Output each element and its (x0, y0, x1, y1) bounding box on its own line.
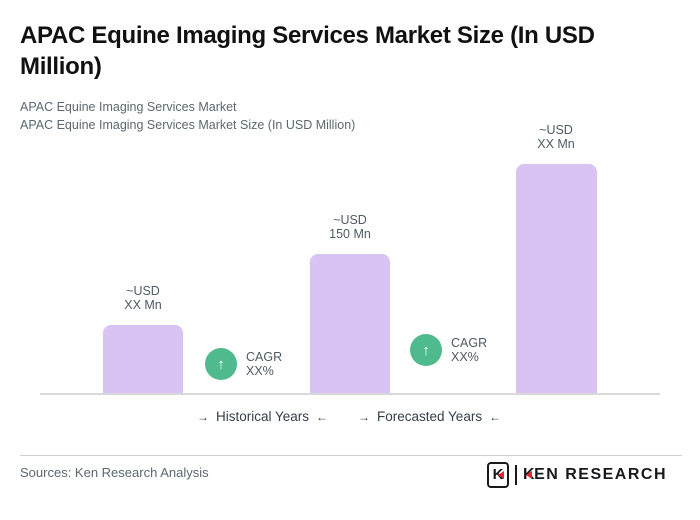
logo-emblem-icon: K (487, 461, 509, 488)
bar3-label-line2: XX Mn (537, 137, 575, 151)
legend-item-forecasted: → Forecasted Years ← (358, 409, 501, 424)
legend-label-forecasted: Forecasted Years (377, 409, 483, 424)
bar2-label-line2: 150 Mn (329, 227, 371, 241)
cagr1-value: XX% (246, 364, 274, 378)
logo-separator (515, 464, 517, 485)
legend-item-historical: → Historical Years ← (197, 409, 328, 424)
cagr-circle-2: ↑ (410, 334, 442, 366)
cagr2-value: XX% (451, 350, 479, 364)
footer-divider (20, 455, 682, 456)
up-arrow-icon: ↑ (217, 355, 225, 373)
cagr-text-1: CAGR XX% (246, 350, 282, 378)
cagr-badge-2: ↑ CAGR XX% (410, 334, 487, 366)
bar2-label-line1: ~USD (333, 213, 367, 227)
logo-red-triangle-icon (498, 470, 504, 479)
legend-label-historical: Historical Years (216, 409, 310, 424)
up-arrow-icon: ↑ (422, 341, 430, 359)
bar-value-label: ~USD XX Mn (506, 123, 606, 151)
bar3-label-line1: ~USD (539, 123, 573, 137)
bar-current (310, 254, 390, 394)
bar1-label-line1: ~USD (126, 284, 160, 298)
chart-subtitle-line1: APAC Equine Imaging Services Market (20, 100, 237, 114)
arrow-left-icon: ← (489, 409, 502, 424)
bar1-label-line2: XX Mn (124, 298, 162, 312)
bar-forecast (516, 164, 597, 394)
bar-value-label: ~USD XX Mn (93, 284, 193, 312)
cagr1-label: CAGR (246, 350, 283, 364)
chart-subtitle-line2: APAC Equine Imaging Services Market Size… (20, 118, 356, 132)
logo-wordmark: K EN RESEARCH (523, 466, 667, 484)
cagr2-label: CAGR (451, 336, 488, 350)
sources-note: Sources: Ken Research Analysis (20, 465, 209, 480)
x-axis-line (40, 393, 660, 395)
chart-legend: → Historical Years ← → Forecasted Years … (0, 409, 700, 429)
arrow-right-icon: → (197, 409, 209, 424)
cagr-text-2: CAGR XX% (451, 336, 487, 364)
logo-red-triangle-icon (526, 470, 533, 479)
cagr-badge-1: ↑ CAGR XX% (205, 348, 282, 380)
cagr-circle-1: ↑ (205, 348, 237, 380)
logo-word-rest: EN RESEARCH (534, 465, 668, 483)
arrow-right-icon: → (358, 409, 370, 424)
bar-historical (103, 325, 183, 394)
ken-research-logo: K K EN RESEARCH (487, 461, 667, 488)
page-title: APAC Equine Imaging Services Market Size… (20, 22, 595, 80)
arrow-left-icon: ← (316, 409, 329, 424)
chart-subtitle: APAC Equine Imaging Services Market APAC… (20, 98, 620, 134)
bar-value-label: ~USD 150 Mn (300, 213, 400, 241)
